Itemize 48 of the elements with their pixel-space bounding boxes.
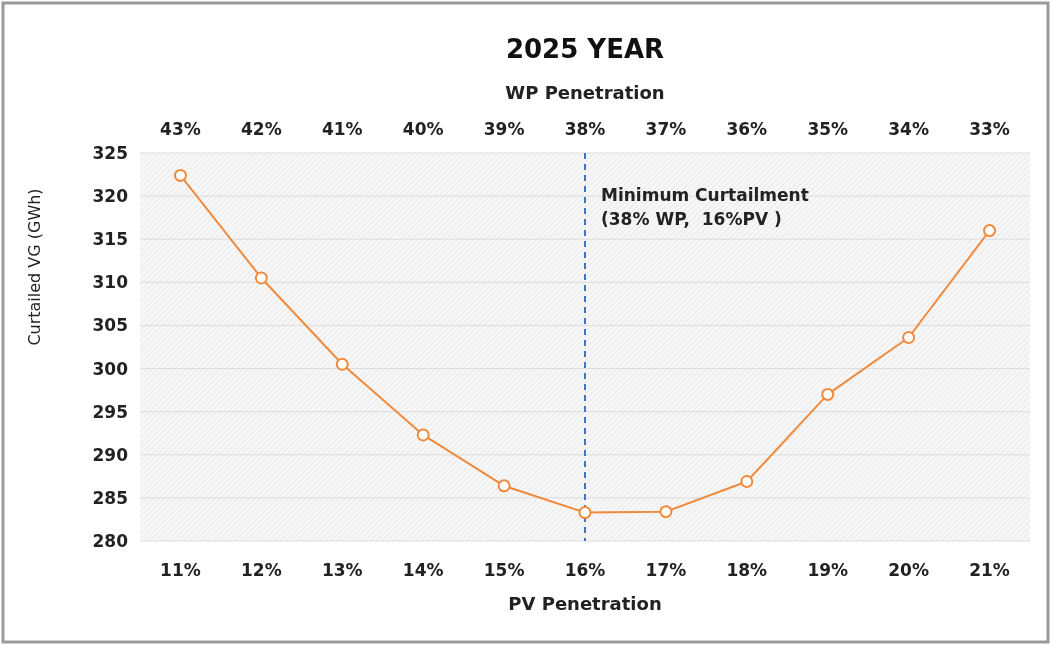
x2-tick-label: 40% <box>402 119 444 139</box>
y-tick-label: 280 <box>92 530 129 551</box>
point <box>578 506 592 520</box>
y-tick-label: 285 <box>92 487 128 508</box>
x2-tick-label: 38% <box>564 119 606 139</box>
x2-tick-label: 33% <box>969 119 1010 139</box>
x-tick-label: 21% <box>969 560 1010 580</box>
y-axis-title: Curtailed VG (GWh) <box>25 188 44 346</box>
point <box>902 331 916 345</box>
x-tick-label: 13% <box>321 560 363 580</box>
y-tick-label: 320 <box>92 186 129 207</box>
x2-tick-label: 37% <box>645 119 687 139</box>
y-tick-label: 300 <box>92 358 129 379</box>
x-tick-label: 12% <box>241 560 282 580</box>
x2-axis-title: WP Penetration <box>505 82 665 103</box>
x-tick-label: 18% <box>726 560 768 580</box>
x-tick-label: 14% <box>402 560 444 580</box>
point <box>416 428 430 442</box>
x-tick-label: 19% <box>807 560 849 580</box>
y-tick-label: 325 <box>92 142 128 163</box>
chart-title: 2025 YEAR <box>505 34 665 64</box>
x-tick-label: 17% <box>645 560 687 580</box>
x-axis-title: PV Penetration <box>508 593 662 614</box>
point <box>740 475 754 489</box>
x2-tick-label: 42% <box>241 119 282 139</box>
x2-tick-label: 41% <box>321 119 363 139</box>
point <box>497 479 511 493</box>
y-tick-label: 315 <box>92 229 128 250</box>
y-tick-label: 305 <box>92 315 128 336</box>
point <box>173 168 187 182</box>
annotation: Minimum Curtailment (38% WP, 16%PV ) <box>601 185 809 230</box>
point <box>335 357 349 371</box>
y-tick-label: 310 <box>92 272 129 293</box>
point <box>983 224 997 238</box>
x-tick-label: 20% <box>888 560 929 580</box>
x2-tick-label: 43% <box>160 119 201 139</box>
x2-tick-label: 39% <box>483 119 525 139</box>
point <box>254 271 268 285</box>
point <box>821 387 835 401</box>
x2-tick-label: 36% <box>726 119 768 139</box>
point <box>659 505 673 519</box>
x-tick-label: 11% <box>160 560 201 580</box>
x2-tick-label: 35% <box>807 119 849 139</box>
x2-tick-label: 34% <box>888 119 929 139</box>
x-tick-label: 16% <box>564 560 606 580</box>
x-tick-label: 15% <box>483 560 525 580</box>
y-tick-label: 295 <box>92 401 128 422</box>
y-tick-label: 290 <box>92 444 129 465</box>
